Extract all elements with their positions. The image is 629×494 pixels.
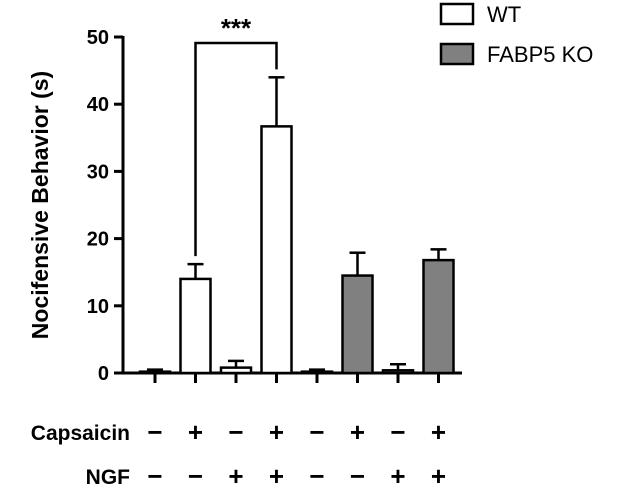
bar — [179, 277, 212, 375]
legend-label: WT — [487, 2, 521, 27]
bar-group — [381, 363, 415, 375]
treatment-sign: − — [390, 417, 405, 447]
bars — [138, 76, 455, 375]
bar — [422, 258, 455, 375]
treatment-sign: − — [188, 461, 203, 491]
bar — [300, 370, 334, 375]
y-tick-label: 50 — [87, 27, 109, 49]
bar-group — [138, 368, 172, 375]
bar — [219, 366, 253, 375]
treatment-row-label: Capsaicin — [31, 422, 130, 445]
y-tick-label: 10 — [87, 296, 109, 318]
bar — [381, 369, 415, 375]
bar — [138, 370, 172, 375]
y-axis-label: Nocifensive Behavior (s) — [27, 71, 53, 339]
bar-group — [341, 251, 374, 375]
axes: 0 10 20 30 40 50 — [87, 27, 462, 385]
significance-bracket — [194, 41, 278, 257]
y-tick-label: 0 — [98, 363, 109, 385]
bar-group — [260, 76, 293, 375]
treatment-sign: − — [147, 461, 162, 491]
treatment-sign: − — [350, 461, 365, 491]
bar — [341, 274, 374, 375]
legend-swatch — [439, 2, 475, 26]
significance-stars: *** — [221, 13, 252, 43]
treatment-row-label: NGF — [86, 466, 131, 489]
treatment-sign: + — [269, 461, 284, 491]
legend-label: FABP5 KO — [487, 42, 593, 67]
treatment-sign: + — [228, 461, 243, 491]
bar-group — [300, 368, 334, 375]
treatment-table: Capsaicin − + − + − + − +NGF − − + + − − + + — [31, 417, 446, 491]
legend: WT FABP5 KO — [439, 2, 593, 67]
treatment-sign: + — [390, 461, 405, 491]
treatment-sign: + — [431, 461, 446, 491]
treatment-sign: + — [431, 417, 446, 447]
treatment-sign: − — [147, 417, 162, 447]
treatment-sign: − — [309, 417, 324, 447]
treatment-sign: − — [309, 461, 324, 491]
treatment-sign: − — [228, 417, 243, 447]
annotations: *** — [194, 13, 278, 257]
bar-group — [179, 262, 212, 375]
y-tick-label: 40 — [87, 94, 109, 116]
bar-group — [219, 359, 253, 375]
treatment-sign: + — [188, 417, 203, 447]
y-tick-label: 20 — [87, 229, 109, 251]
treatment-sign: + — [350, 417, 365, 447]
legend-swatch — [439, 42, 475, 66]
bar — [260, 125, 293, 375]
y-tick-label: 30 — [87, 161, 109, 183]
bar-group — [422, 248, 455, 375]
treatment-sign: + — [269, 417, 284, 447]
